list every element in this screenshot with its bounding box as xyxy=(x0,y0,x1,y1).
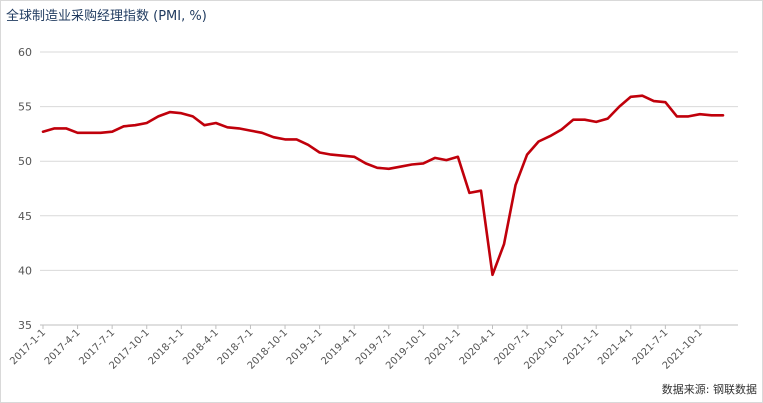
x-axis xyxy=(40,324,738,329)
series-line xyxy=(41,94,725,277)
y-tick-label: 40 xyxy=(18,264,32,277)
x-tick-label: 2020-1-1 xyxy=(423,327,463,367)
x-tick-label: 2017-1-1 xyxy=(8,327,48,367)
data-source-note: 数据来源: 钢联数据 xyxy=(661,383,757,396)
x-tick-label: 2018-1-1 xyxy=(147,327,187,367)
y-tick-label: 50 xyxy=(18,155,32,168)
gridlines xyxy=(40,51,738,271)
y-tick-label: 45 xyxy=(18,210,32,223)
x-axis-ticks: 2017-1-12017-4-12017-7-12017-10-12018-1-… xyxy=(8,327,705,371)
chart-title: 全球制造业采购经理指数 (PMI, %) xyxy=(6,9,207,24)
y-tick-label: 60 xyxy=(18,46,32,59)
y-tick-label: 35 xyxy=(18,319,32,332)
x-tick-label: 2019-1-1 xyxy=(285,327,325,367)
y-tick-label: 55 xyxy=(18,101,32,114)
x-tick-label: 2021-4-1 xyxy=(596,327,636,367)
y-axis-ticks: 35 40 45 50 55 60 xyxy=(18,46,32,332)
x-tick-label: 2018-4-1 xyxy=(181,327,221,367)
x-tick-label: 2020-4-1 xyxy=(458,327,498,367)
x-tick-label: 2019-4-1 xyxy=(319,327,359,367)
series-group xyxy=(41,94,725,277)
x-tick-label: 2021-1-1 xyxy=(561,327,601,367)
x-tick-label: 2017-4-1 xyxy=(43,327,83,367)
